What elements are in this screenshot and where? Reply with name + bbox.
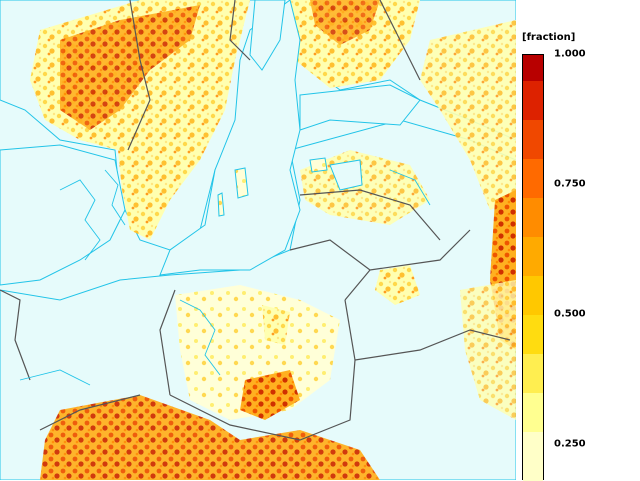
legend-colorbar: [522, 54, 544, 481]
legend-tick-label: 0.750: [554, 178, 586, 190]
legend: [fraction] 1.000 0.750 0.500 0.250: [516, 0, 640, 481]
field-poland-hot: [240, 370, 300, 420]
coastlines: [19, 169, 431, 386]
field-ukraine: [460, 280, 516, 420]
sea-areas: [0, 0, 421, 286]
legend-band: [523, 197, 543, 237]
islands: [217, 157, 328, 217]
field-poland-mid: [262, 305, 290, 345]
legend-band: [523, 119, 543, 159]
legend-band: [523, 275, 543, 315]
field-poland: [175, 285, 340, 420]
field-norway-peaks: [60, 5, 200, 130]
island-oland: [217, 192, 225, 217]
legend-unit-label: [fraction]: [522, 32, 576, 43]
country-borders: [0, 0, 511, 441]
field-russia: [420, 20, 516, 210]
field-belarus: [375, 265, 420, 305]
field-finland-hot: [310, 0, 380, 45]
legend-band: [523, 431, 543, 481]
snow-fraction-map: [0, 0, 516, 480]
island-gotland: [234, 167, 249, 199]
baltic-sea: [159, 0, 301, 276]
legend-band: [523, 80, 543, 120]
legend-band: [523, 236, 543, 276]
legend-tick-label: 1.000: [554, 48, 586, 60]
gulf-of-finland: [299, 84, 421, 131]
legend-band: [523, 392, 543, 432]
island-saaremaa: [309, 157, 328, 173]
legend-band: [523, 158, 543, 198]
field-carpathians: [40, 395, 380, 480]
north-sea: [0, 144, 126, 286]
legend-band: [523, 353, 543, 393]
gulf-of-bothnia: [249, 0, 286, 71]
gulf-of-riga: [329, 159, 363, 191]
snow-fields: [30, 0, 516, 480]
map-panel[interactable]: [0, 0, 516, 480]
legend-band: [523, 314, 543, 354]
legend-tick-label: 0.500: [554, 308, 586, 320]
legend-band: [523, 55, 543, 81]
legend-tick-label: 0.250: [554, 438, 586, 450]
